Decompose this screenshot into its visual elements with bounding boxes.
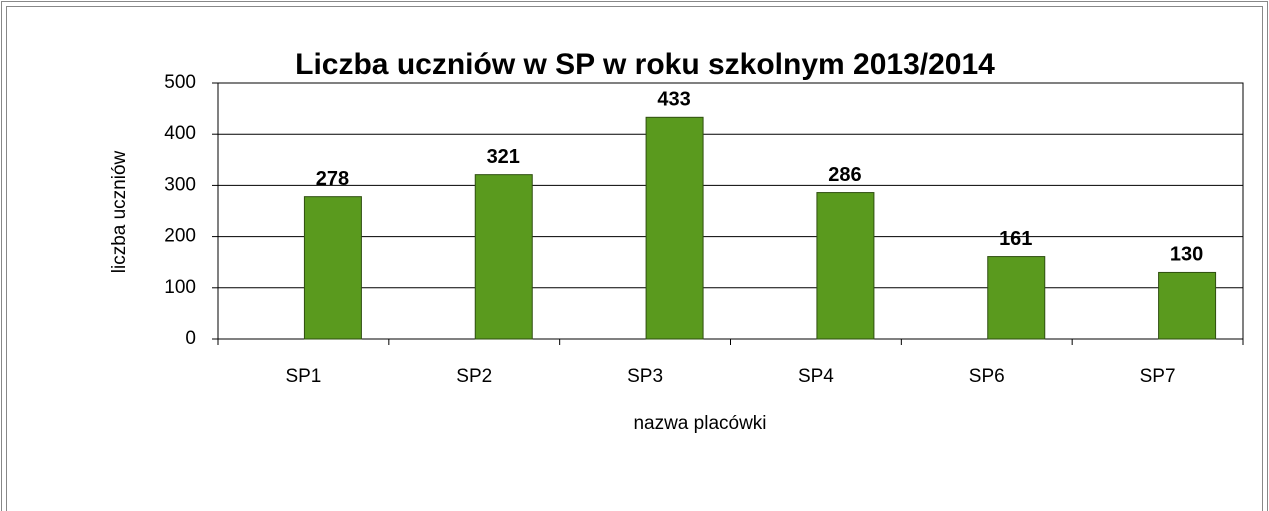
x-tick-label: SP7: [1140, 366, 1176, 387]
x-axis-label: nazwa placówki: [633, 413, 766, 434]
value-label: 433: [657, 89, 690, 111]
value-label: 278: [316, 168, 349, 190]
bar: [1158, 271, 1217, 340]
y-tick-label: 100: [164, 277, 196, 298]
bar: [474, 174, 533, 340]
value-label: 130: [1170, 244, 1203, 266]
plot-area: [217, 82, 1244, 340]
value-label: 161: [999, 228, 1032, 250]
chart-title: Liczba uczniów w SP w roku szkolnym 2013…: [295, 48, 995, 81]
x-tick-label: SP1: [285, 366, 321, 387]
x-tick-label: SP4: [798, 366, 834, 387]
y-axis-label: liczba uczniów: [109, 150, 130, 273]
frame-inner: [6, 6, 1263, 511]
bar: [816, 192, 875, 340]
bar: [645, 116, 704, 340]
y-tick-label: 300: [164, 174, 196, 195]
y-tick-label: 0: [185, 328, 196, 349]
bar: [987, 256, 1046, 340]
y-tick-label: 400: [164, 123, 196, 144]
x-tick-label: SP6: [969, 366, 1005, 387]
y-tick-label: 200: [164, 226, 196, 247]
value-label: 321: [487, 146, 520, 168]
y-tick-label: 500: [164, 72, 196, 93]
x-tick-label: SP3: [627, 366, 663, 387]
x-tick-label: SP2: [456, 366, 492, 387]
bar: [303, 196, 362, 340]
value-label: 286: [828, 164, 861, 186]
